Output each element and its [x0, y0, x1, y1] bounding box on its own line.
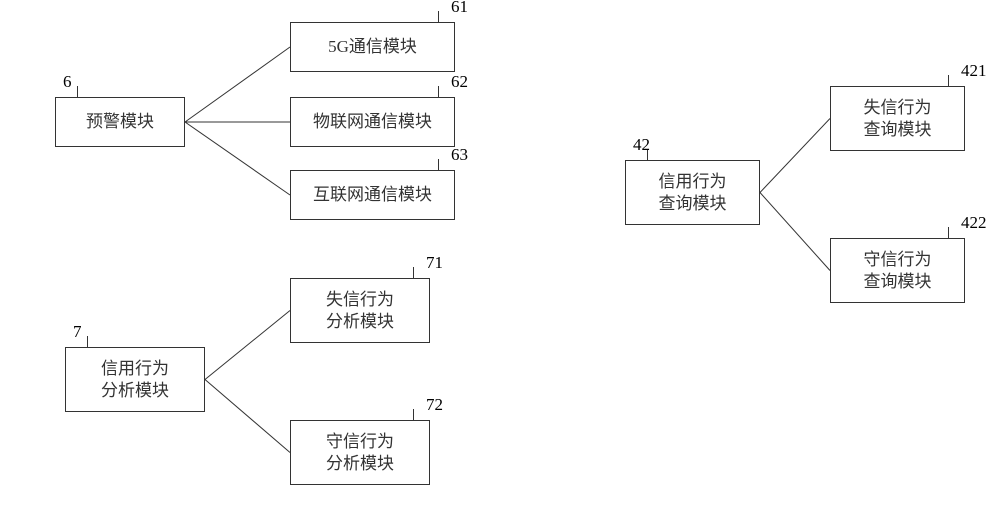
node-n61: 5G通信模块 — [290, 22, 455, 72]
node-n6: 预警模块 — [55, 97, 185, 147]
label-n72: 72 — [426, 395, 443, 415]
label-n422: 422 — [961, 213, 987, 233]
edge-n42-n422 — [760, 193, 830, 271]
edge-n6-n63 — [185, 122, 290, 195]
label-n42: 42 — [633, 135, 650, 155]
label-n71: 71 — [426, 253, 443, 273]
label-n6: 6 — [63, 72, 72, 92]
tick-n6 — [77, 86, 92, 98]
label-n7: 7 — [73, 322, 82, 342]
edge-n7-n72 — [205, 380, 290, 453]
node-n62: 物联网通信模块 — [290, 97, 455, 147]
diagram-canvas: 预警模块 6 5G通信模块 61 物联网通信模块 62 互联网通信模块 63 信用行为 分析模块… — [0, 0, 1000, 512]
node-n63: 互联网通信模块 — [290, 170, 455, 220]
label-n62: 62 — [451, 72, 468, 92]
edge-n7-n71 — [205, 311, 290, 380]
node-n42: 信用行为 查询模块 — [625, 160, 760, 225]
tick-n7 — [87, 336, 102, 348]
node-n71: 失信行为 分析模块 — [290, 278, 430, 343]
edge-n42-n421 — [760, 119, 830, 193]
label-n61: 61 — [451, 0, 468, 17]
node-n422: 守信行为 查询模块 — [830, 238, 965, 303]
label-n421: 421 — [961, 61, 987, 81]
node-n421: 失信行为 查询模块 — [830, 86, 965, 151]
label-n63: 63 — [451, 145, 468, 165]
edge-n6-n61 — [185, 47, 290, 122]
node-n7: 信用行为 分析模块 — [65, 347, 205, 412]
node-n72: 守信行为 分析模块 — [290, 420, 430, 485]
